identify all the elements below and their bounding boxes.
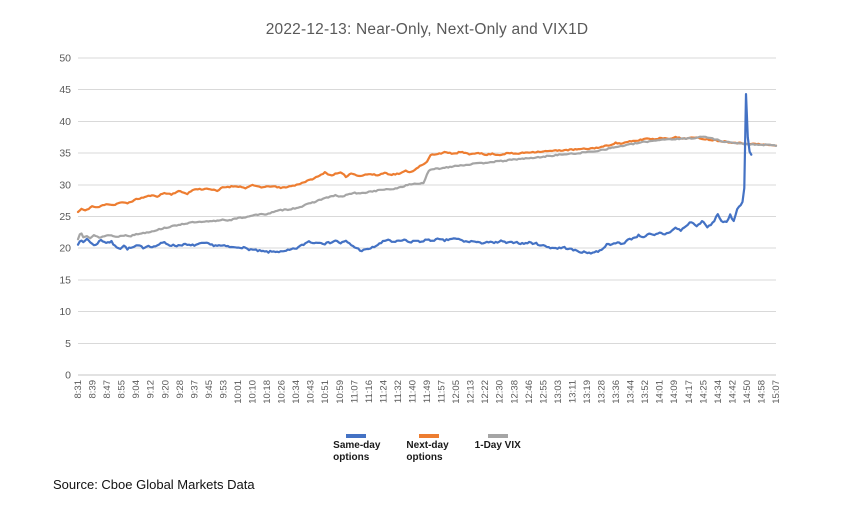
x-tick-label: 13:44: [626, 380, 637, 404]
x-tick-label: 10:10: [248, 380, 259, 404]
y-tick-label: 5: [65, 338, 71, 350]
x-tick-label: 13:03: [553, 380, 564, 404]
x-tick-label: 10:51: [320, 380, 331, 404]
x-tick-label: 11:49: [422, 380, 433, 403]
legend: Same-day options Next-day options 1-Day VIX: [78, 434, 776, 465]
x-tick-label: 12:30: [495, 380, 506, 404]
y-tick-label: 35: [59, 148, 71, 160]
x-tick-label: 12:05: [451, 380, 462, 404]
x-tick-label: 12:13: [466, 380, 477, 404]
x-tick-label: 11:57: [437, 380, 448, 403]
legend-item-same-day-options: Same-day options: [333, 434, 380, 465]
y-tick-label: 50: [59, 53, 71, 65]
source-note: Source: Cboe Global Markets Data: [53, 477, 255, 492]
y-tick-label: 10: [59, 306, 71, 318]
legend-label: 1-Day VIX: [474, 439, 521, 451]
x-tick-label: 11:07: [349, 380, 360, 403]
x-tick-label: 14:42: [727, 380, 738, 404]
x-tick-label: 12:46: [524, 380, 535, 404]
legend-swatch-next-day-options: [419, 434, 440, 438]
x-tick-label: 12:38: [509, 380, 520, 404]
legend-swatch-same-day-options: [346, 434, 367, 438]
x-tick-label: 14:34: [713, 380, 724, 404]
x-tick-label: 9:28: [175, 380, 186, 399]
y-tick-label: 30: [59, 179, 71, 191]
x-tick-label: 14:09: [669, 380, 680, 404]
x-tick-label: 8:47: [102, 380, 113, 399]
x-tick-label: 8:39: [88, 380, 99, 399]
x-tick-label: 14:01: [655, 380, 666, 404]
legend-label: Same-day options: [333, 439, 381, 464]
x-tick-label: 10:34: [291, 380, 302, 404]
x-tick-label: 11:24: [378, 380, 389, 403]
x-tick-label: 9:12: [146, 380, 157, 399]
legend-label: Next-day options: [406, 439, 449, 464]
series-line-same-day-options: [76, 92, 753, 255]
y-tick-label: 45: [59, 84, 71, 96]
y-tick-label: 40: [59, 116, 71, 128]
y-tick-label: 25: [59, 211, 71, 223]
x-tick-label: 11:32: [393, 380, 404, 403]
legend-item-one-day-vix: 1-Day VIX: [475, 434, 521, 452]
x-tick-label: 14:58: [757, 380, 768, 404]
x-tick-label: 13:28: [597, 380, 608, 404]
x-tick-label: 10:26: [277, 380, 288, 404]
x-tick-label: 10:43: [306, 380, 317, 404]
y-tick-label: 0: [65, 370, 71, 382]
x-tick-label: 14:50: [742, 380, 753, 404]
x-tick-label: 10:59: [335, 380, 346, 404]
x-tick-label: 13:19: [582, 380, 593, 404]
series-line-one-day-vix: [76, 135, 778, 241]
x-tick-label: 8:31: [73, 380, 84, 399]
x-tick-label: 15:07: [771, 380, 782, 404]
series-line-next-day-options: [76, 135, 778, 214]
x-tick-label: 9:04: [131, 380, 142, 399]
x-tick-label: 10:01: [233, 380, 244, 404]
x-tick-label: 11:16: [364, 380, 375, 403]
x-tick-label: 9:20: [160, 380, 171, 399]
x-tick-label: 13:52: [640, 380, 651, 404]
x-tick-label: 13:11: [567, 380, 578, 403]
chart-title: 2022-12-13: Near-Only, Next-Only and VIX…: [265, 21, 589, 38]
x-tick-label: 9:53: [218, 380, 229, 399]
x-tick-label: 11:40: [408, 380, 419, 403]
y-tick-label: 15: [59, 274, 71, 286]
x-tick-label: 10:18: [262, 380, 273, 404]
y-tick-label: 20: [59, 243, 71, 255]
x-tick-label: 13:36: [611, 380, 622, 404]
x-tick-label: 14:25: [698, 380, 709, 404]
x-tick-label: 14:17: [684, 380, 695, 404]
plot-area: 0 5 10 15 20 25 30 35 40 45 50 8:31 8:39 8:47 8:55 9:04…: [59, 53, 782, 404]
x-tick-label: 8:55: [117, 380, 128, 399]
legend-item-next-day-options: Next-day options: [406, 434, 449, 465]
x-tick-label: 12:22: [480, 380, 491, 404]
legend-swatch-one-day-vix: [487, 434, 508, 438]
x-tick-label: 9:37: [189, 380, 200, 399]
x-tick-label: 12:55: [538, 380, 549, 404]
x-tick-label: 9:45: [204, 380, 215, 399]
